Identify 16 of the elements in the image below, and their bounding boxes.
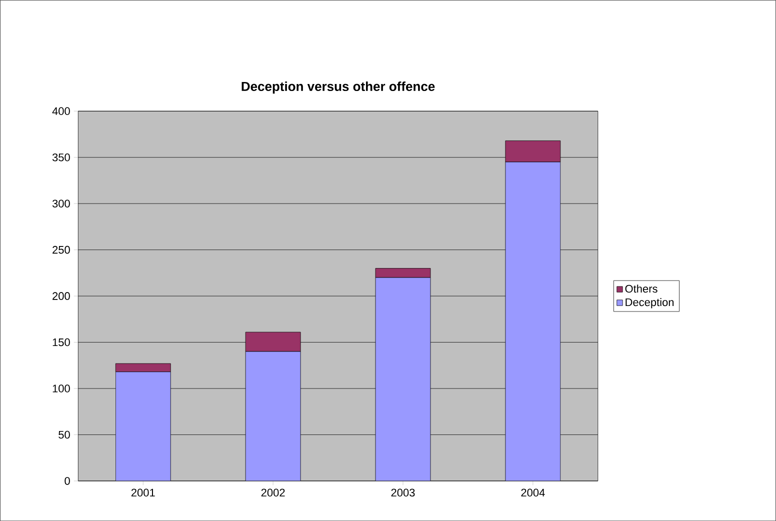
y-tick-label: 350 xyxy=(52,153,70,162)
legend-label: Others xyxy=(625,284,658,293)
y-tick-label: 50 xyxy=(58,430,70,439)
x-tick-label: 2003 xyxy=(391,488,415,496)
y-tick-label: 150 xyxy=(52,338,70,346)
x-tick-label: 2004 xyxy=(521,488,545,496)
y-tick-label: 400 xyxy=(52,107,70,115)
y-tick-label: 300 xyxy=(52,200,70,208)
x-tick-label: 2001 xyxy=(131,488,155,496)
legend-label: Deception xyxy=(626,298,674,308)
y-tick-label: 200 xyxy=(52,292,70,300)
y-tick-label: 100 xyxy=(52,384,70,392)
x-tick-label: 2002 xyxy=(261,488,285,496)
y-tick-label: 250 xyxy=(52,246,70,254)
chart-title: Deception versus other offence xyxy=(242,81,435,94)
y-tick-label: 0 xyxy=(64,477,70,485)
